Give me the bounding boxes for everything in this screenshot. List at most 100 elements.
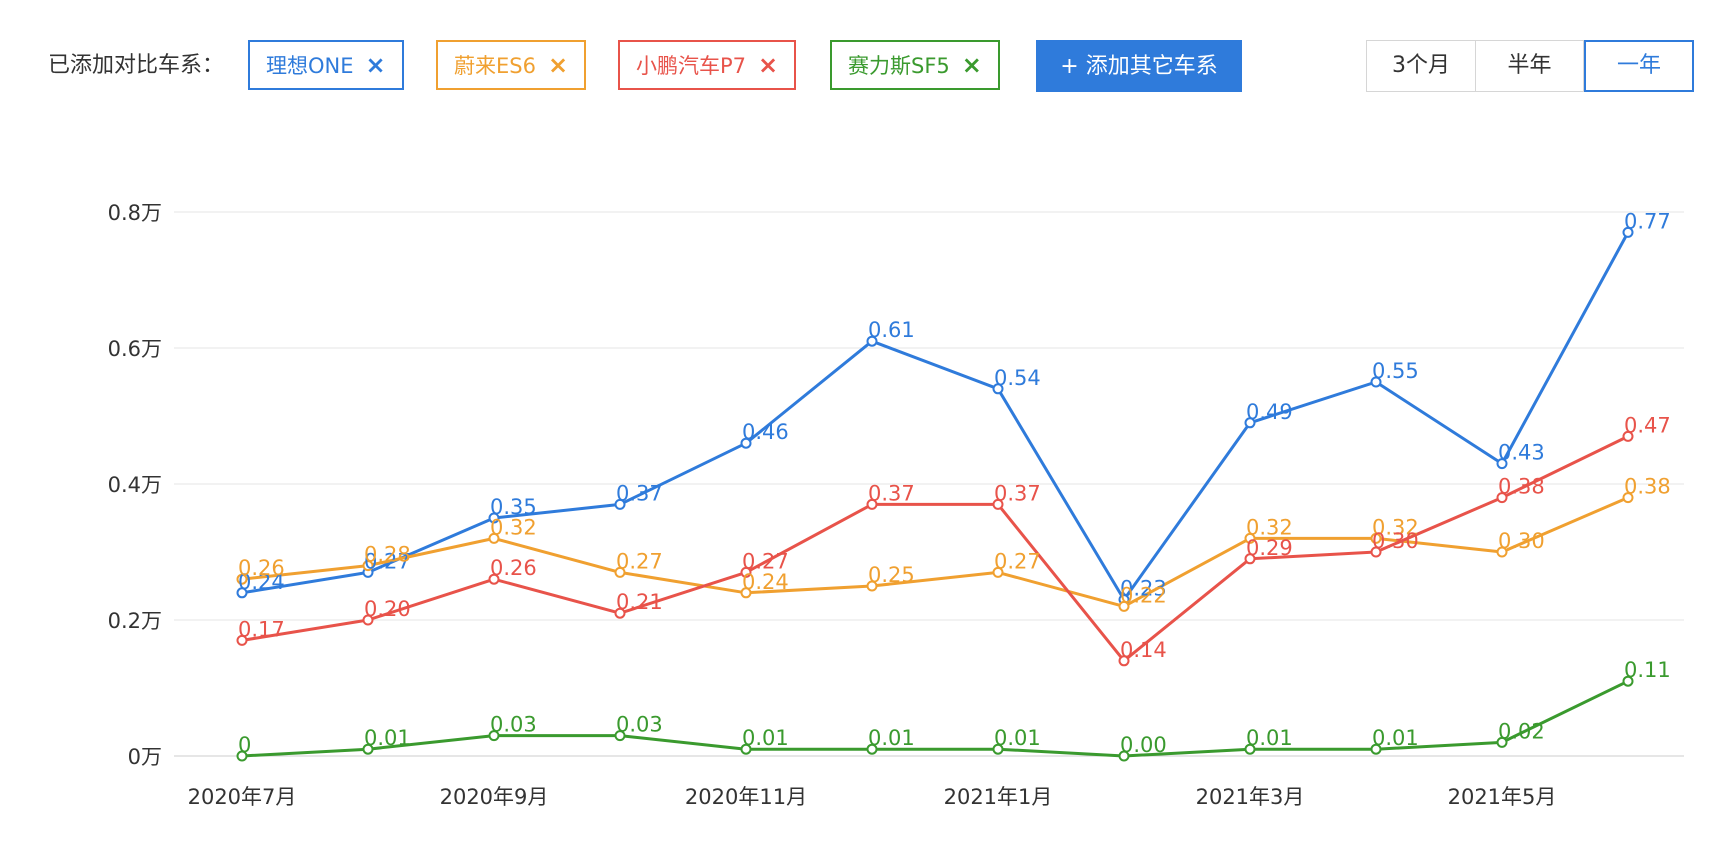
tag-series-4[interactable]: 赛力斯SF5 × [830,40,1000,90]
close-icon[interactable]: × [758,51,779,79]
data-label: 0.55 [1372,359,1419,383]
data-label: 0 [238,733,251,757]
data-label: 0.25 [868,563,915,587]
data-label: 0.22 [1120,583,1167,607]
data-label: 0.27 [616,549,663,573]
range-half-year-button[interactable]: 半年 [1476,40,1584,92]
x-tick-label: 2021年5月 [1448,785,1557,809]
data-point [992,383,1004,395]
data-label: 0.01 [742,726,789,750]
toolbar: 已添加对比车系： 理想ONE × 蔚来ES6 × 小鹏汽车P7 × 赛力斯SF5 × +… [0,0,1726,130]
data-label: 0.01 [868,726,915,750]
data-point [236,573,248,585]
tag-label: 赛力斯SF5 [848,54,950,78]
data-label: 0.26 [238,556,285,580]
data-point [488,532,500,544]
data-label: 0.17 [238,617,285,641]
range-one-year-button[interactable]: 一年 [1584,40,1694,92]
data-label: 0.32 [1372,515,1419,539]
data-point [866,335,878,347]
data-point [992,566,1004,578]
series-line-4 [241,679,1629,758]
data-label: 0.38 [1498,475,1545,499]
data-point [1370,546,1382,558]
data-point [1496,458,1508,470]
data-label: 0.37 [994,481,1041,505]
data-label: 0.37 [868,481,915,505]
data-label: 0.29 [1246,536,1293,560]
data-point [1244,743,1256,755]
data-label: 0.00 [1120,733,1167,757]
data-point [362,614,374,626]
data-label: 0.32 [490,515,537,539]
data-label: 0.35 [490,495,537,519]
data-label: 0.21 [616,590,663,614]
tag-series-1[interactable]: 理想ONE × [248,40,404,90]
data-label: 0.01 [1372,726,1419,750]
data-point [992,498,1004,510]
data-label: 0.28 [364,543,411,567]
data-point [1496,546,1508,558]
series-line-1 [241,231,1630,602]
x-tick-label: 2021年3月 [1196,785,1305,809]
data-point [614,730,626,742]
close-icon[interactable]: × [547,51,569,79]
data-point [740,743,752,755]
close-icon[interactable]: × [365,51,386,79]
tag-series-2[interactable]: 蔚来ES6 × [436,40,587,90]
data-point [1370,376,1382,388]
data-label: 0.38 [1624,475,1671,499]
data-point [1622,492,1634,504]
data-point [866,498,878,510]
data-label: 0.27 [994,549,1041,573]
close-icon[interactable]: × [961,51,982,79]
data-label: 0.46 [742,420,789,444]
data-point [866,580,878,592]
data-point [236,587,248,599]
data-point [1622,430,1634,442]
tag-series-3[interactable]: 小鹏汽车P7 × [618,40,797,90]
data-point [1370,743,1382,755]
data-label: 0.24 [742,570,789,594]
data-point [1118,600,1130,612]
series-line-2 [241,496,1629,608]
tag-label: 小鹏汽车P7 [636,54,747,78]
data-point [1118,750,1130,762]
y-tick-label: 0.4万 [108,473,162,497]
data-point [1496,492,1508,504]
y-tick-label: 0.6万 [108,337,162,361]
data-label: 0.77 [1624,209,1671,233]
data-point [1370,532,1382,544]
y-tick-label: 0.8万 [108,201,162,225]
data-label: 0.61 [868,318,915,342]
data-point [236,750,248,762]
data-label: 0.11 [1624,658,1671,682]
tag-label: 蔚来ES6 [454,54,536,78]
data-point [1622,226,1634,238]
data-point [614,607,626,619]
data-label: 0.54 [994,366,1041,390]
data-label: 0.26 [490,556,537,580]
data-label: 0.23 [1120,577,1167,601]
data-point [1496,736,1508,748]
data-label: 0.02 [1498,719,1545,743]
data-label: 0.43 [1498,441,1545,465]
data-point [1244,532,1256,544]
data-label: 0.27 [364,549,411,573]
data-label: 0.30 [1498,529,1545,553]
data-point [362,560,374,572]
add-series-button[interactable]: + 添加其它车系 [1036,40,1242,92]
data-label: 0.27 [742,549,789,573]
y-tick-label: 0万 [128,745,162,769]
data-point [488,512,500,524]
x-tick-label: 2020年9月 [440,785,549,809]
range-3-months-button[interactable]: 3个月 [1366,40,1476,92]
y-tick-label: 0.2万 [108,609,162,633]
data-point [614,566,626,578]
data-point [740,566,752,578]
x-tick-label: 2020年11月 [685,785,807,809]
data-point [1244,417,1256,429]
data-label: 0.20 [364,597,411,621]
data-point [992,743,1004,755]
